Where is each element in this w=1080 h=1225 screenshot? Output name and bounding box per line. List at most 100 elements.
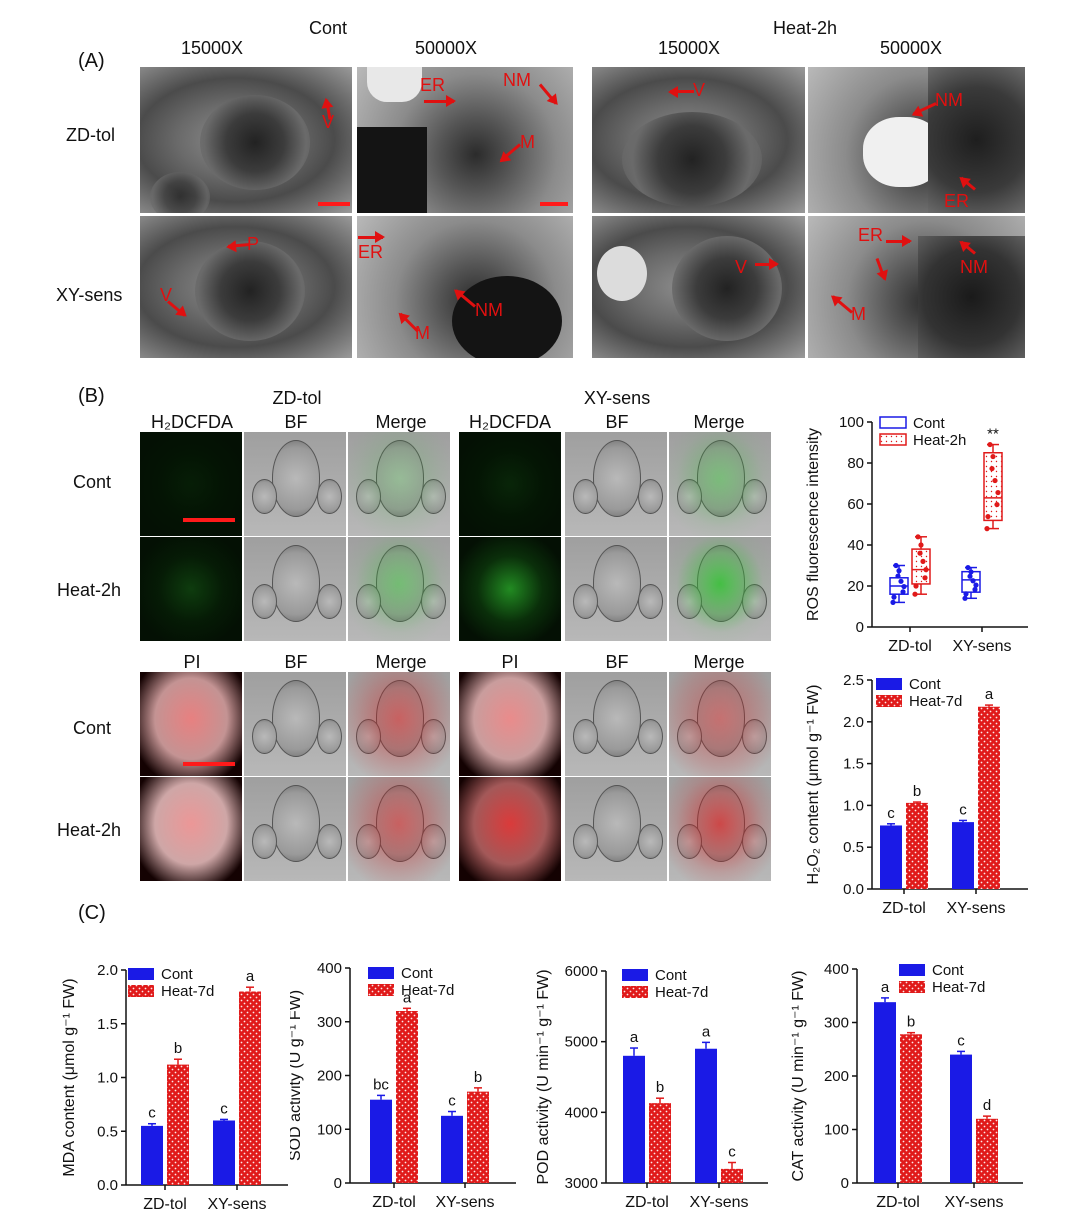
legend-label: Heat-7d (932, 979, 985, 996)
y-tick-label: 100 (824, 1122, 849, 1139)
x-tick-label: XY-sens (208, 1196, 267, 1213)
bar (900, 1034, 922, 1183)
y-tick-label: 3000 (565, 1175, 598, 1192)
data-point (973, 582, 979, 588)
significance-letter: c (959, 801, 967, 818)
y-tick-label: 4000 (565, 1104, 598, 1121)
merge-red-image (348, 777, 450, 881)
y-tick-label: 6000 (565, 963, 598, 980)
y-axis-label: H₂O₂ content (μmol g⁻¹ FW) (805, 685, 822, 885)
legend-label: Cont (161, 966, 194, 983)
red-image (459, 672, 561, 776)
y-tick-label: 0.0 (843, 881, 864, 898)
y-tick-label: 100 (839, 414, 864, 431)
data-point (912, 591, 918, 597)
significance-letter: a (702, 1023, 711, 1040)
significance-letter: a (985, 686, 994, 703)
organelle-label: NM (475, 300, 503, 320)
bar (874, 1002, 896, 1183)
bar (950, 1054, 972, 1183)
cultivar-title: XY-sens (583, 388, 651, 408)
legend-label: Cont (913, 415, 946, 432)
legend-label: Cont (932, 962, 965, 979)
significance-letter: a (403, 989, 412, 1006)
y-axis-label: ROS fluorescence intensity (805, 428, 822, 621)
data-point (901, 583, 907, 590)
y-tick-label: 0.5 (843, 839, 864, 856)
organelle-label: NM (960, 257, 988, 277)
data-point (990, 453, 996, 460)
data-point (963, 591, 969, 597)
bf-image (565, 672, 667, 776)
merge-green-image (348, 432, 450, 536)
scale-bar (318, 202, 350, 206)
bar (167, 1064, 189, 1185)
y-tick-label: 1.5 (843, 756, 864, 773)
y-tick-label: 400 (317, 960, 342, 977)
merge-green-image (669, 432, 771, 536)
legend-swatch (368, 984, 394, 996)
y-tick-label: 5000 (565, 1034, 598, 1051)
col-header: H₂DCFDA (151, 412, 233, 432)
bar (370, 1099, 392, 1183)
legend-label: Heat-7d (161, 983, 214, 1000)
legend-label: Cont (909, 676, 942, 693)
significance-letter: a (246, 968, 255, 985)
organelle-label: ER (358, 242, 384, 262)
legend-label: Heat-7d (655, 984, 708, 1001)
x-tick-label: XY-sens (690, 1194, 749, 1211)
x-tick-label: XY-sens (945, 1194, 1004, 1211)
em-micrograph (140, 216, 352, 358)
y-tick-label: 300 (317, 1014, 342, 1031)
legend-swatch (879, 416, 907, 429)
bar (441, 1115, 463, 1183)
data-point (893, 562, 899, 569)
scale-bar (183, 762, 235, 766)
green-image (140, 537, 242, 641)
y-tick-label: 200 (317, 1068, 342, 1085)
ros-box-chart: 0 20 40 60 80 100 ROS fluorescence intensity ZD… (805, 414, 1028, 655)
data-point (989, 465, 995, 472)
y-tick-label: 0.5 (97, 1123, 118, 1140)
group-cont-title: Cont (308, 18, 348, 38)
data-point (891, 594, 897, 600)
x-tick-label: ZD-tol (625, 1194, 669, 1211)
mag-label: 50000X (414, 38, 478, 58)
row-label: Heat-2h (57, 820, 122, 840)
significance-letter: a (881, 979, 890, 996)
col-header: BF (284, 652, 308, 672)
data-point (896, 568, 902, 574)
scale-bar (183, 518, 235, 522)
merge-red-image (669, 672, 771, 776)
legend-label: Heat-2h (913, 432, 966, 449)
y-tick-label: 80 (847, 455, 864, 472)
significance-letter: c (957, 1032, 965, 1049)
green-image (459, 432, 561, 536)
significance-letter: b (474, 1069, 482, 1086)
cat-bar-chart: 0 100 200 300 400 CAT activity (U min⁻¹ g⁻¹ F… (790, 961, 1023, 1211)
bar (880, 825, 902, 889)
significance-annotation: ** (987, 426, 999, 443)
data-point (918, 542, 924, 548)
bf-image (244, 432, 346, 536)
data-point (972, 586, 978, 593)
organelle-label: V (160, 285, 173, 305)
em-micrograph (592, 67, 805, 213)
y-tick-label: 300 (824, 1015, 849, 1032)
em-micrograph (140, 67, 352, 213)
x-tick-label: XY-sens (947, 900, 1006, 917)
sod-bar-chart: 0 100 200 300 400 SOD activity (U g⁻¹ FW) ZD-t… (290, 960, 516, 1211)
legend-swatch (128, 985, 154, 997)
significance-letter: b (656, 1079, 664, 1096)
bar (695, 1048, 717, 1183)
organelle-label: M (851, 304, 866, 324)
box (911, 548, 931, 585)
legend-swatch (368, 967, 394, 979)
scale-bar (540, 202, 568, 206)
x-tick-label: ZD-tol (882, 900, 926, 917)
organelle-label: V (322, 112, 335, 132)
y-tick-label: 20 (847, 578, 864, 595)
y-tick-label: 40 (847, 537, 864, 554)
x-tick-label: ZD-tol (876, 1194, 920, 1211)
legend-label: Cont (401, 965, 434, 982)
